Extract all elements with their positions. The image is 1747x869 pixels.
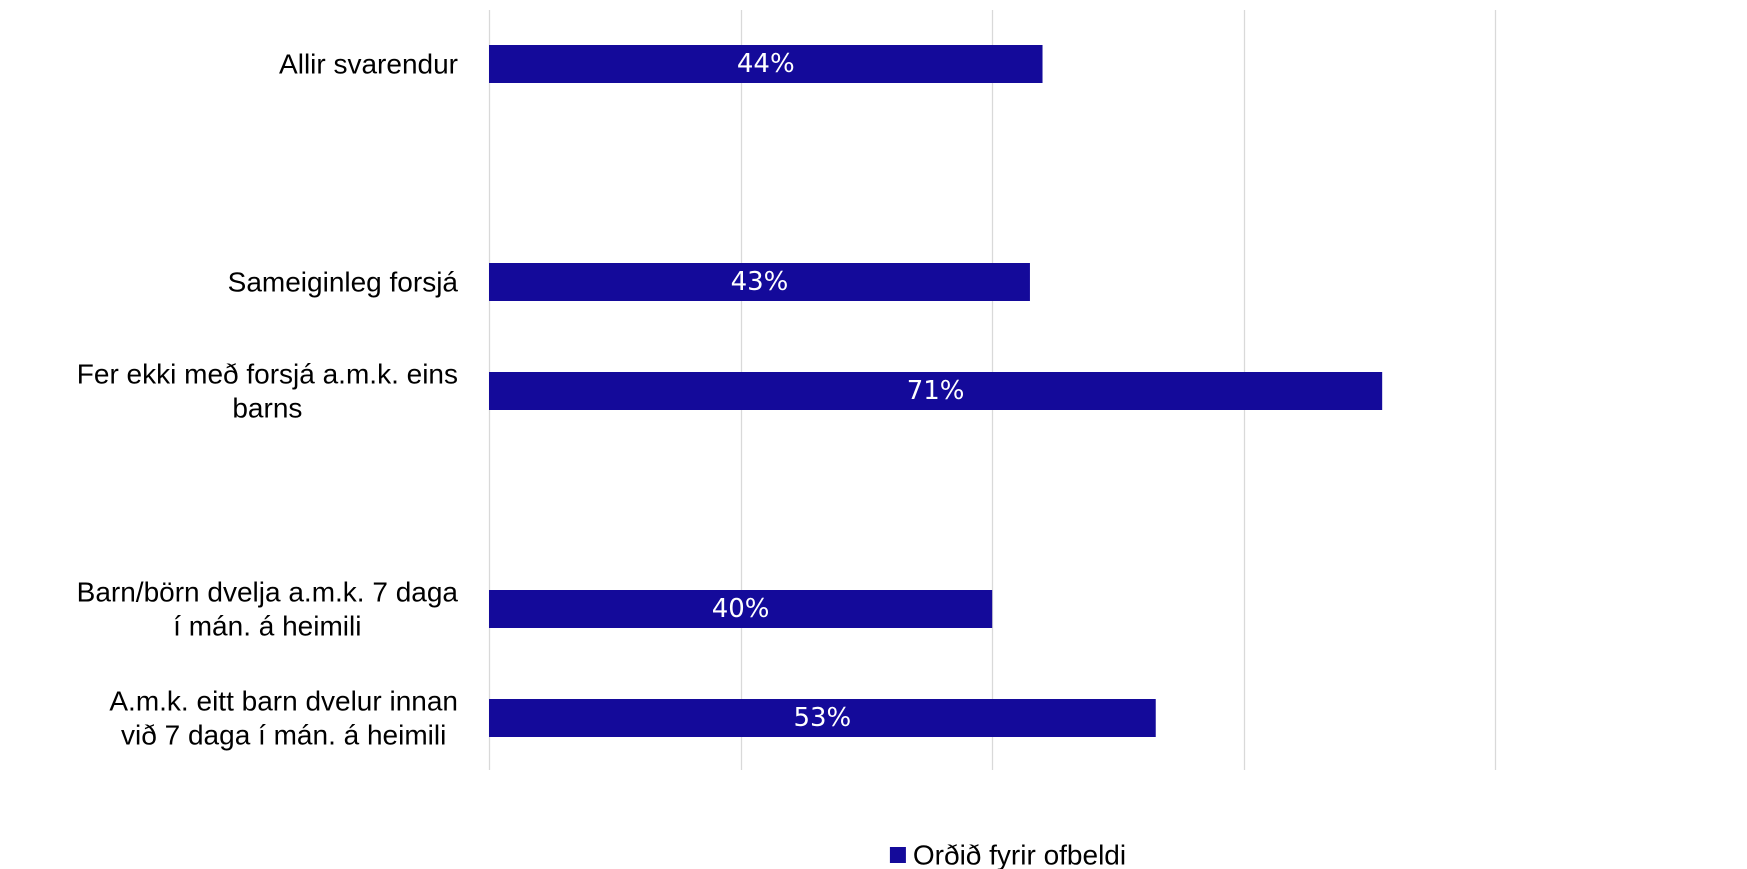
category-label-0: Allir svarendur [279, 49, 458, 80]
category-label-2-line-0: Fer ekki með forsjá a.m.k. eins [77, 359, 458, 390]
bar-4 [489, 699, 1156, 737]
category-label-3-line-0: Barn/börn dvelja a.m.k. 7 daga [77, 577, 459, 608]
bar-3 [489, 590, 993, 628]
category-label-3: Barn/börn dvelja a.m.k. 7 daga í mán. á h… [77, 577, 459, 642]
category-label-2: Fer ekki með forsjá a.m.k. eins barns [77, 359, 458, 424]
category-label-4-line-1: við 7 daga í mán. á heimili [121, 720, 446, 751]
category-label-3-line-1: í mán. á heimili [173, 611, 361, 642]
category-label-2-line-1: barns [232, 393, 302, 424]
bar-1 [489, 263, 1030, 301]
legend: Orðið fyrir ofbeldi [889, 840, 1126, 869]
bar-0 [489, 45, 1043, 83]
category-label-1: Sameiginleg forsjá [228, 267, 459, 298]
category-label-0-line-0: Allir svarendur [279, 49, 458, 80]
category-labels: Allir svarendur Sameiginleg forsjá Fer ekk… [77, 49, 459, 751]
legend-swatch [889, 847, 906, 863]
data-label-2: 71% [907, 376, 965, 406]
bars: 44% 43% 71% 40% 53% [489, 45, 1383, 737]
category-label-1-line-0: Sameiginleg forsjá [228, 267, 459, 298]
legend-label: Orðið fyrir ofbeldi [913, 840, 1126, 869]
category-label-4: A.m.k. eitt barn dvelur innan við 7 daga … [109, 686, 458, 751]
data-label-4: 53% [793, 703, 851, 733]
data-label-3: 40% [712, 594, 770, 624]
data-label-0: 44% [737, 49, 795, 79]
category-label-4-line-0: A.m.k. eitt barn dvelur innan [109, 686, 458, 717]
data-label-1: 43% [731, 267, 789, 297]
bar-2 [489, 372, 1383, 410]
